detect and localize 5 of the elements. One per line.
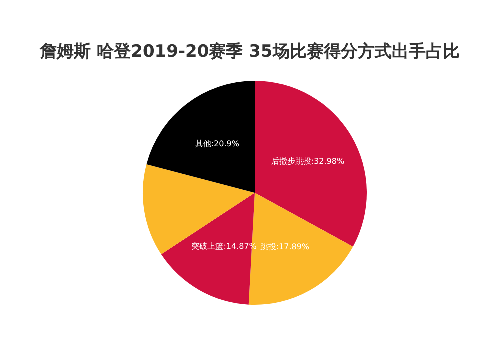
slice-label: 其他:20.9%: [195, 140, 240, 149]
chart-title: 詹姆斯 哈登2019-20赛季 35场比赛得分方式出手占比: [39, 41, 461, 63]
pie-slice: [146, 81, 255, 193]
slice-label: 跳投:17.89%: [260, 242, 310, 252]
slice-label: 后撤步跳投:32.98%: [271, 157, 345, 166]
